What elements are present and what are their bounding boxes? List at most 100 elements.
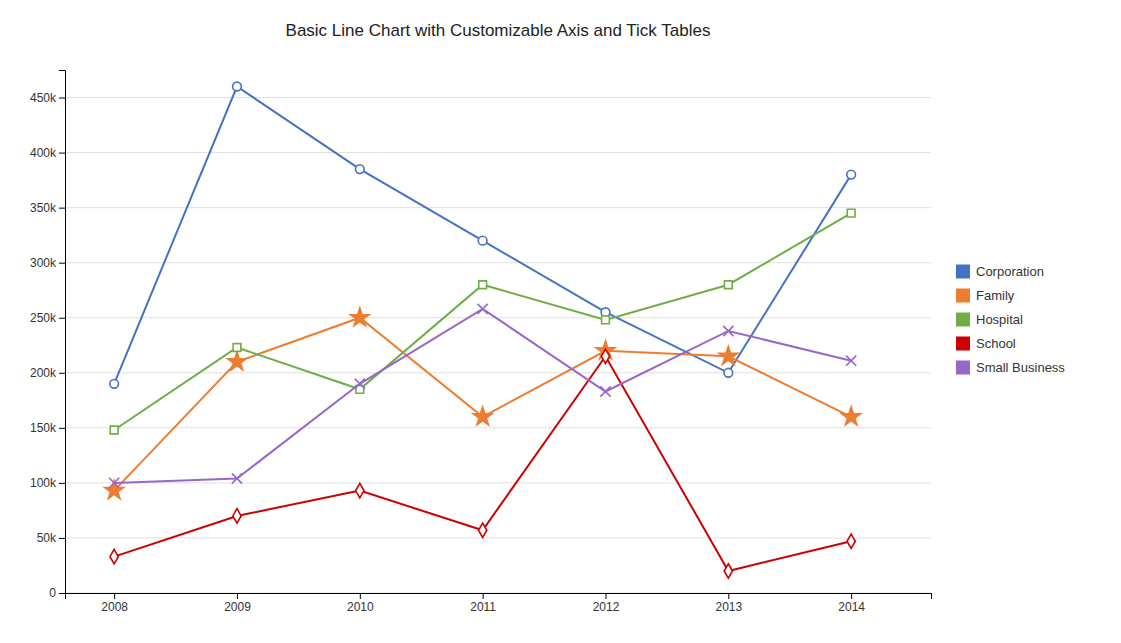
x-tick-mark <box>237 593 238 599</box>
grid-line <box>65 482 931 483</box>
series-point <box>109 478 119 488</box>
legend-label: Small Business <box>976 360 1065 375</box>
y-tick-mark <box>59 318 65 319</box>
legend-item: Family <box>956 288 1015 303</box>
x-tick-label: 2010 <box>347 600 374 614</box>
legend-label: Hospital <box>976 312 1023 327</box>
y-tick-label: 200k <box>30 366 57 380</box>
y-tick-mark <box>59 98 65 99</box>
x-tick: 2011 <box>470 593 496 614</box>
series-point <box>110 549 118 563</box>
series-point <box>724 564 732 578</box>
series-point <box>600 386 610 396</box>
series-point <box>233 82 242 91</box>
y-tick-label: 0 <box>49 586 56 600</box>
series <box>110 349 855 578</box>
marks <box>105 82 861 578</box>
y-tick-mark <box>59 428 65 429</box>
series-line <box>114 356 851 571</box>
chart-svg: Basic Line Chart with Customizable Axis … <box>0 0 1121 643</box>
grid-line <box>65 207 931 208</box>
y-tick: 100k <box>30 476 65 490</box>
y-tick-mark <box>59 208 65 209</box>
series-point <box>724 281 732 289</box>
series-point <box>602 316 610 324</box>
legend-label: Corporation <box>976 264 1044 279</box>
legend-swatch <box>956 361 970 375</box>
plot-area: 2008 2009 2010 2011 2012 2013 2014 0 50k 100k 150k… <box>30 71 932 614</box>
series-point <box>233 509 241 523</box>
x-tick-label: 2009 <box>224 600 251 614</box>
legend-swatch <box>956 289 970 303</box>
series-point <box>847 209 855 217</box>
series-line <box>114 309 851 483</box>
y-axis-line <box>59 71 66 594</box>
y-tick-mark <box>59 483 65 484</box>
y-tick: 250k <box>30 311 65 325</box>
y-tick-mark <box>59 153 65 154</box>
series-point <box>719 346 738 364</box>
series-point <box>724 368 733 377</box>
y-axis: 0 50k 100k 150k 200k 250k 300k 350k 400k 450k <box>30 71 66 601</box>
series-point <box>601 349 609 363</box>
legend-item: Small Business <box>956 360 1065 375</box>
series-point <box>473 407 492 425</box>
series <box>110 82 856 388</box>
x-tick-mark <box>114 593 115 599</box>
y-tick: 300k <box>30 256 65 270</box>
legend-label: Family <box>976 288 1015 303</box>
y-tick: 350k <box>30 201 65 215</box>
series-point <box>478 523 486 537</box>
series-point <box>233 344 241 352</box>
grid <box>65 98 931 593</box>
x-tick: 2009 <box>224 593 251 614</box>
x-tick: 2012 <box>593 593 620 614</box>
series-point <box>110 426 118 434</box>
series-point <box>478 236 487 245</box>
y-tick-label: 50k <box>37 531 57 545</box>
legend-item: School <box>956 336 1016 351</box>
x-tick-label: 2013 <box>715 600 742 614</box>
series-line <box>114 87 851 384</box>
series-point <box>847 534 855 548</box>
y-tick-mark <box>59 593 65 594</box>
x-axis-line <box>66 594 932 600</box>
chart-title: Basic Line Chart with Customizable Axis … <box>286 21 711 40</box>
series-point <box>355 165 364 174</box>
series-point <box>847 170 856 179</box>
series-point <box>232 473 242 483</box>
y-tick-mark <box>59 373 65 374</box>
x-tick-mark <box>483 593 484 599</box>
x-tick: 2014 <box>838 593 865 614</box>
y-tick-label: 100k <box>30 476 57 490</box>
x-tick: 2008 <box>101 593 128 614</box>
x-axis: 2008 2009 2010 2011 2012 2013 2014 <box>66 593 932 614</box>
series-point <box>723 326 733 336</box>
series-point <box>846 356 856 366</box>
series-point <box>479 281 487 289</box>
x-tick-mark <box>851 593 852 599</box>
series-point <box>110 379 119 388</box>
series <box>105 308 861 499</box>
y-tick: 400k <box>30 146 65 160</box>
y-tick: 150k <box>30 421 65 435</box>
legend-swatch <box>956 313 970 327</box>
series-point <box>350 308 369 326</box>
series-point <box>356 483 364 497</box>
x-tick-label: 2011 <box>470 600 496 614</box>
y-tick: 50k <box>37 531 65 545</box>
legend-item: Corporation <box>956 264 1044 279</box>
grid-line <box>65 262 931 263</box>
legend-item: Hospital <box>956 312 1023 327</box>
x-tick-label: 2012 <box>593 600 620 614</box>
y-tick-label: 400k <box>30 146 57 160</box>
series-point <box>478 304 488 314</box>
y-tick-label: 150k <box>30 421 57 435</box>
x-tick-label: 2008 <box>101 600 128 614</box>
series-line <box>114 213 851 430</box>
y-tick-label: 450k <box>30 91 57 105</box>
y-tick: 450k <box>30 91 65 105</box>
y-tick-label: 300k <box>30 256 57 270</box>
legend-swatch <box>956 265 970 279</box>
grid-line <box>65 97 931 98</box>
